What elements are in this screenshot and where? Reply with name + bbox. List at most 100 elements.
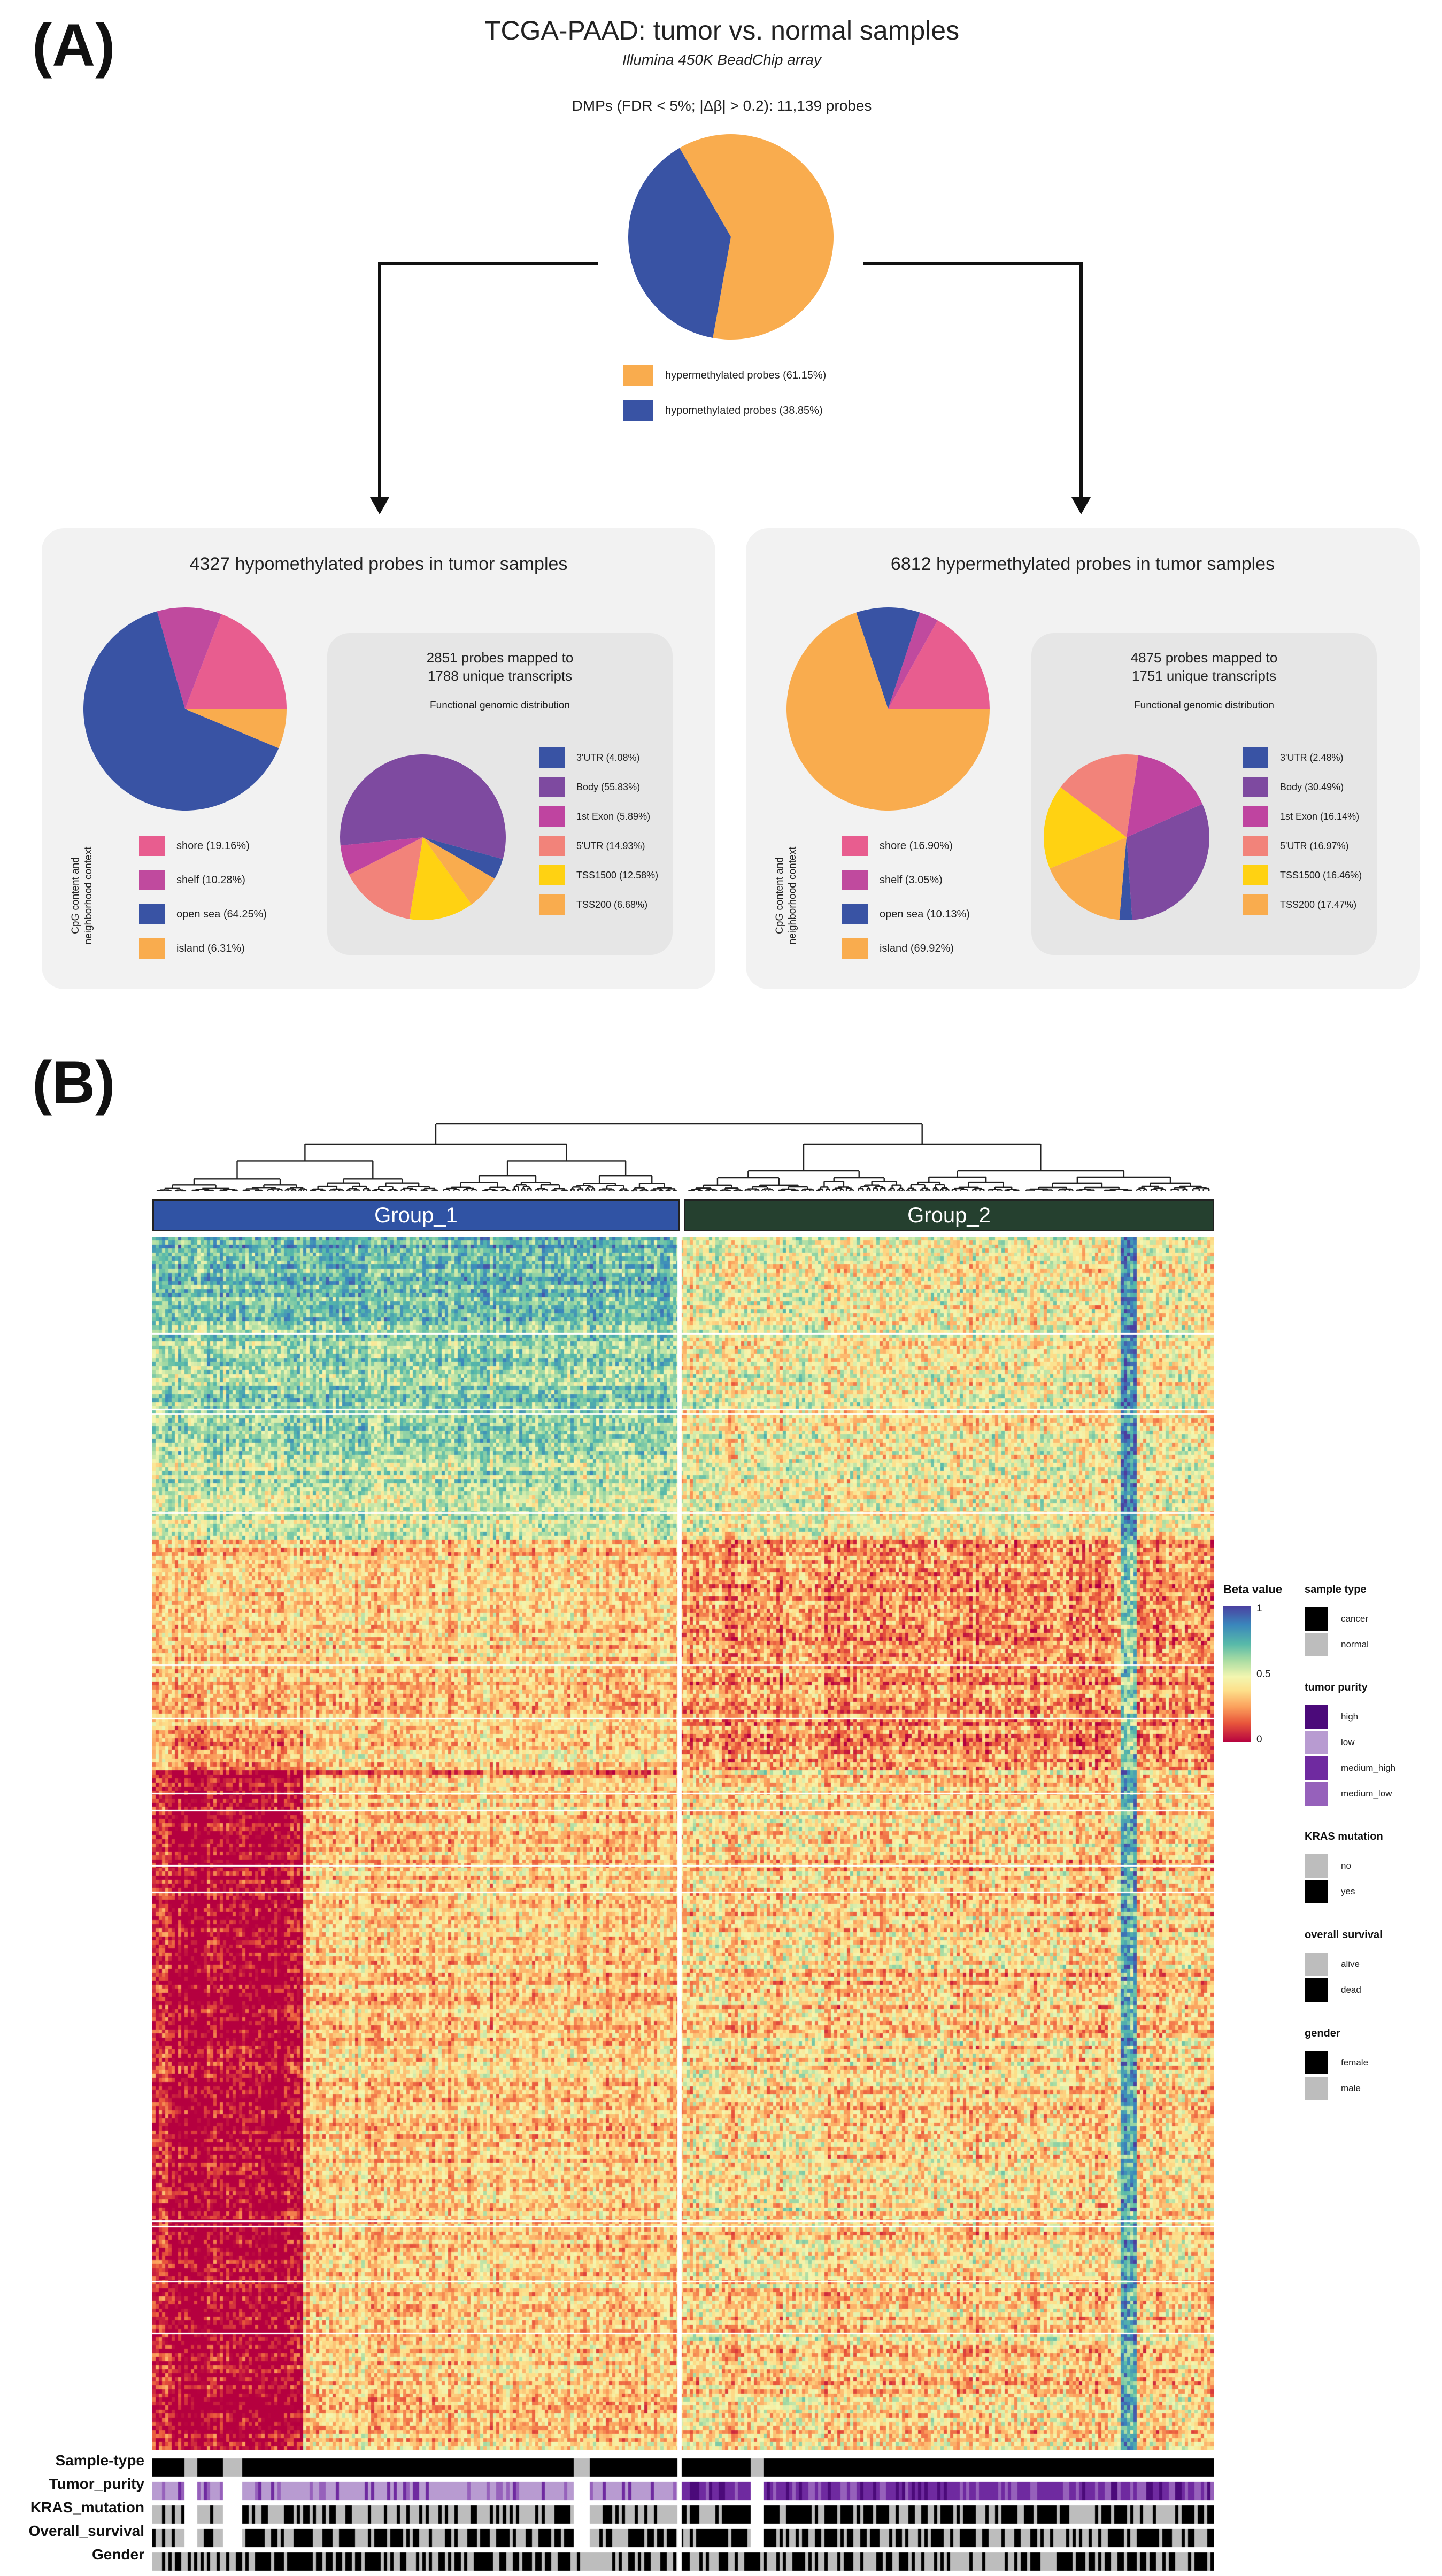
legend-kras-no-swatch (1305, 1854, 1328, 1878)
figure-title: TCGA-PAAD: tumor vs. normal samples (484, 16, 960, 45)
legend-medium-high-label: medium_high (1341, 1763, 1396, 1773)
legend-medium-low-swatch (1305, 1782, 1328, 1806)
legend-hyper-label: hypermethylated probes (61.15%) (665, 369, 827, 381)
slice-tss200 (423, 837, 495, 905)
slice-shelf (157, 607, 222, 709)
hyper-func-pie (1044, 754, 1209, 920)
legend-label: open sea (64.25%) (176, 908, 267, 920)
annotation-tracks (152, 2454, 1214, 2572)
kras-legend-title: KRAS mutation (1305, 1831, 1383, 1842)
legend-swatch (539, 894, 565, 915)
legend-hyper: hypermethylated probes (61.15%) (623, 365, 826, 386)
legend-alive: alive (1305, 1953, 1360, 1976)
sample-type-legend-title: sample type (1305, 1584, 1367, 1595)
legend-medium-low: medium_low (1305, 1782, 1392, 1806)
survival-legend-title: overall survival (1305, 1929, 1383, 1941)
slice-shore (185, 614, 287, 709)
legend-item: 5'UTR (16.97%) (1243, 836, 1348, 856)
colorbar-tick-0: 0 (1256, 1734, 1262, 1745)
arrow-left-line (378, 262, 598, 500)
legend-male-swatch (1305, 2077, 1328, 2100)
legend-item: TSS200 (17.47%) (1243, 894, 1356, 915)
legend-item: shore (16.90%) (842, 836, 953, 856)
figure-subtitle: Illumina 450K BeadChip array (622, 51, 821, 68)
box-pies-svg (83, 607, 1209, 920)
slice-hypermethylated (680, 134, 834, 340)
legend-kras-no: no (1305, 1854, 1351, 1878)
legend-alive-swatch (1305, 1953, 1328, 1976)
legend-label: 1st Exon (16.14%) (1280, 811, 1360, 822)
legend-item: 1st Exon (5.89%) (539, 806, 650, 827)
legend-label: shore (16.90%) (880, 839, 953, 852)
legend-label: Body (55.83%) (576, 781, 641, 792)
legend-alive-label: alive (1341, 1959, 1360, 1969)
arrow-left-head (370, 497, 389, 514)
legend-item: Body (30.49%) (1243, 777, 1344, 797)
colorbar (1223, 1606, 1251, 1742)
legend-high-label: high (1341, 1711, 1359, 1722)
hypo-inner-title-line1: 2851 probes mapped to (426, 650, 574, 666)
legend-kras-yes: yes (1305, 1880, 1355, 1903)
hypo-func-pie (340, 754, 506, 920)
legend-item: shelf (3.05%) (842, 870, 943, 890)
legend-dead-label: dead (1341, 1985, 1361, 1995)
gender-legend-title: gender (1305, 2027, 1340, 2039)
legend-kras-yes-label: yes (1341, 1886, 1355, 1896)
legend-item: 3'UTR (4.08%) (539, 747, 639, 768)
legend-label: shelf (3.05%) (880, 874, 943, 886)
anno-label-kras: KRAS_mutation (30, 2499, 144, 2516)
legend-low-label: low (1341, 1737, 1355, 1747)
slice-hypomethylated (628, 148, 731, 338)
legend-swatch (539, 806, 565, 827)
legend-female: female (1305, 2051, 1368, 2074)
slice-open-sea (856, 607, 920, 709)
legend-label: TSS200 (6.68%) (576, 899, 648, 910)
hypo-box-title: 4327 hypomethylated probes in tumor samp… (189, 554, 568, 574)
legend-item: 1st Exon (16.14%) (1243, 806, 1359, 827)
legend-swatch (1243, 747, 1268, 768)
legend-swatch (842, 836, 868, 856)
legend-high: high (1305, 1705, 1358, 1729)
group2-bar: Group_2 (684, 1199, 1214, 1231)
legend-label: island (69.92%) (880, 942, 954, 954)
legend-item: open sea (64.25%) (139, 904, 267, 924)
slice-tss1500 (409, 837, 472, 920)
legend-item: TSS200 (6.68%) (539, 894, 647, 915)
legend-item: shelf (10.28%) (139, 870, 245, 890)
legend-swatch (539, 865, 565, 885)
dmps-label: DMPs (FDR < 5%; |Δβ| > 0.2): 11,139 prob… (572, 97, 872, 114)
legend-normal: normal (1305, 1633, 1369, 1656)
legend-label: TSS1500 (16.46%) (1280, 869, 1362, 881)
legend-swatch (842, 904, 868, 924)
dendrogram (156, 1123, 1210, 1192)
slice-island (185, 709, 287, 749)
legend-label: 3'UTR (2.48%) (1280, 752, 1344, 763)
legend-swatch (539, 747, 565, 768)
legend-item: 5'UTR (14.93%) (539, 836, 645, 856)
legend-item: 3'UTR (2.48%) (1243, 747, 1343, 768)
legend-hypo: hypomethylated probes (38.85%) (623, 400, 823, 421)
slice-tss1500 (1044, 787, 1127, 869)
legend-high-swatch (1305, 1705, 1328, 1729)
tumor-purity-legend-title: tumor purity (1305, 1682, 1368, 1693)
arrow-right-head (1071, 497, 1091, 514)
slice-island (786, 612, 990, 811)
legend-swatch (139, 870, 165, 890)
legend-label: TSS200 (17.47%) (1280, 899, 1357, 910)
legend-male: male (1305, 2077, 1361, 2100)
legend-item: island (6.31%) (139, 938, 245, 959)
legend-label: 1st Exon (5.89%) (576, 811, 651, 822)
legend-medium-low-label: medium_low (1341, 1788, 1392, 1799)
legend-female-swatch (1305, 2051, 1328, 2074)
panel-b-label: (B) (32, 1049, 115, 1116)
legend-cancer: cancer (1305, 1607, 1368, 1631)
slice-1st-exon (340, 837, 423, 875)
legend-label: open sea (10.13%) (880, 908, 970, 920)
legend-label: 5'UTR (14.93%) (576, 840, 645, 851)
methylation-heatmap (152, 1237, 1214, 2450)
hyper-inner-title-line2: 1751 unique transcripts (1131, 668, 1277, 684)
hypo-inner-subtitle: Functional genomic distribution (430, 700, 570, 711)
legend-label: shore (19.16%) (176, 839, 250, 852)
legend-label: Body (30.49%) (1280, 781, 1344, 792)
legend-label: shelf (10.28%) (176, 874, 245, 886)
